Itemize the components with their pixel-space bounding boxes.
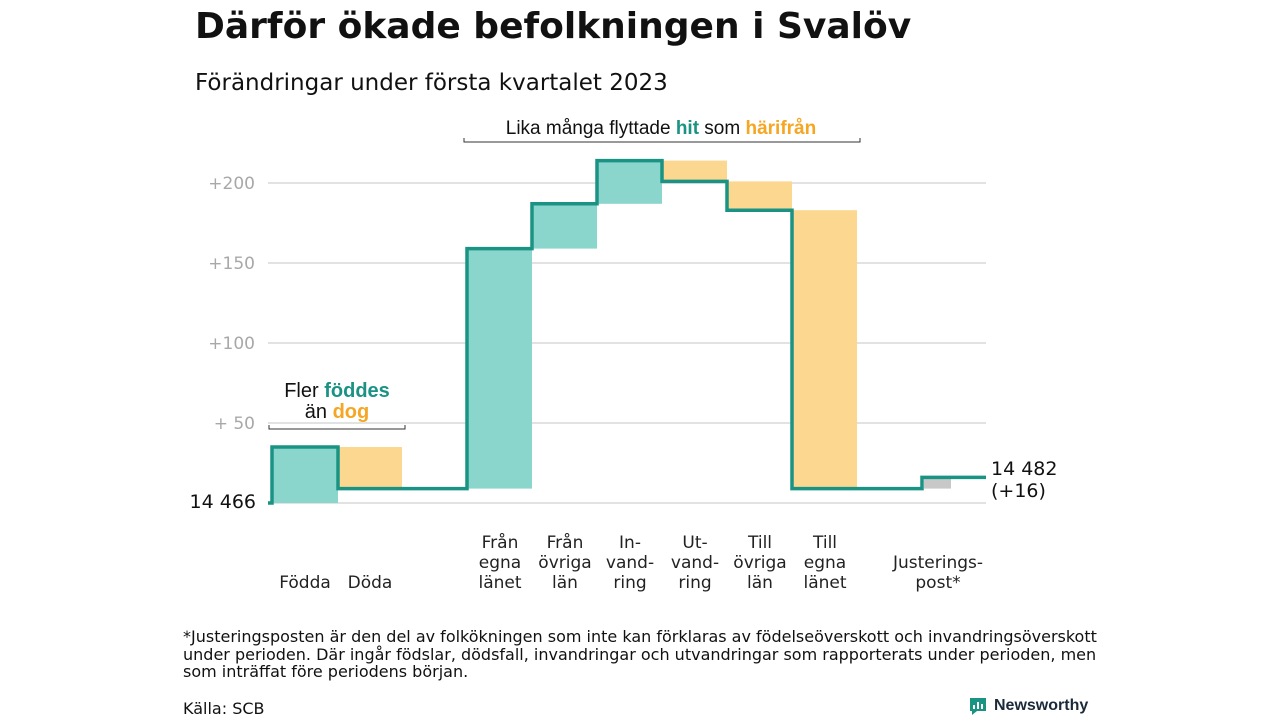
- x-tick-label: län: [552, 573, 578, 593]
- x-tick-label: län: [747, 573, 773, 593]
- x-tick-label: övriga: [733, 553, 786, 573]
- moves-annotation: Lika många flyttade hit som härifrån: [506, 118, 816, 139]
- end-value-label: 14 482: [991, 458, 1057, 480]
- x-tick-label: Ut-: [682, 533, 707, 553]
- y-tick-label: +100: [208, 334, 255, 354]
- x-tick-label: Justerings-: [892, 553, 983, 573]
- brand-logo: Newsworthy: [968, 696, 1088, 716]
- step-line: [268, 158, 986, 505]
- births-annotation-line2: än dog: [305, 401, 369, 423]
- source-label: Källa: SCB: [183, 699, 265, 718]
- bar-utvandring: [662, 160, 727, 182]
- x-tick-label: länet: [478, 573, 521, 593]
- x-tick-label: länet: [803, 573, 846, 593]
- x-tick-label: Från: [482, 532, 519, 553]
- x-tick-label: egna: [479, 553, 521, 573]
- x-tick-label: Födda: [279, 573, 331, 593]
- chart-title: Därför ökade befolkningen i Svalöv: [195, 6, 912, 47]
- x-tick-label: post*: [915, 573, 960, 593]
- births-bracket: [268, 425, 406, 430]
- chart-subtitle: Förändringar under första kvartalet 2023: [195, 70, 668, 96]
- newsworthy-logo-icon: [970, 698, 986, 715]
- x-tick-label: Från: [547, 532, 584, 553]
- x-tick-label: vand-: [606, 553, 654, 573]
- bar-till-egna-lanet: [792, 210, 857, 489]
- brand-name: Newsworthy: [994, 697, 1089, 714]
- bar-justeringspost: [924, 477, 951, 489]
- bar-fran-egna-lanet: [467, 248, 532, 489]
- x-tick-label: In-: [619, 533, 641, 553]
- births-annotation-line1: Fler föddes: [284, 380, 390, 402]
- bar-fran-ovriga-lan: [532, 203, 597, 249]
- footnote: *Justeringsposten är den del av folkökni…: [183, 627, 1097, 681]
- end-change-label: (+16): [991, 480, 1046, 502]
- x-tick-label: ring: [613, 573, 646, 593]
- moves-bracket: [463, 138, 861, 143]
- bar-doda: [338, 447, 402, 489]
- x-tick-label: Döda: [348, 573, 393, 593]
- y-tick-label: +150: [208, 254, 255, 274]
- x-tick-label: Till: [812, 533, 837, 553]
- bar-till-ovriga-lan: [727, 181, 792, 211]
- bar-fodda: [272, 447, 338, 503]
- x-tick-label: ring: [678, 573, 711, 593]
- start-value-label: 14 466: [190, 491, 256, 513]
- y-tick-label: + 50: [214, 414, 255, 434]
- x-tick-label: vand-: [671, 553, 719, 573]
- y-tick-label: +200: [208, 174, 255, 194]
- x-tick-label: egna: [804, 553, 846, 573]
- bar-invandring: [597, 160, 662, 204]
- x-tick-label: Till: [747, 533, 772, 553]
- x-tick-label: övriga: [538, 553, 591, 573]
